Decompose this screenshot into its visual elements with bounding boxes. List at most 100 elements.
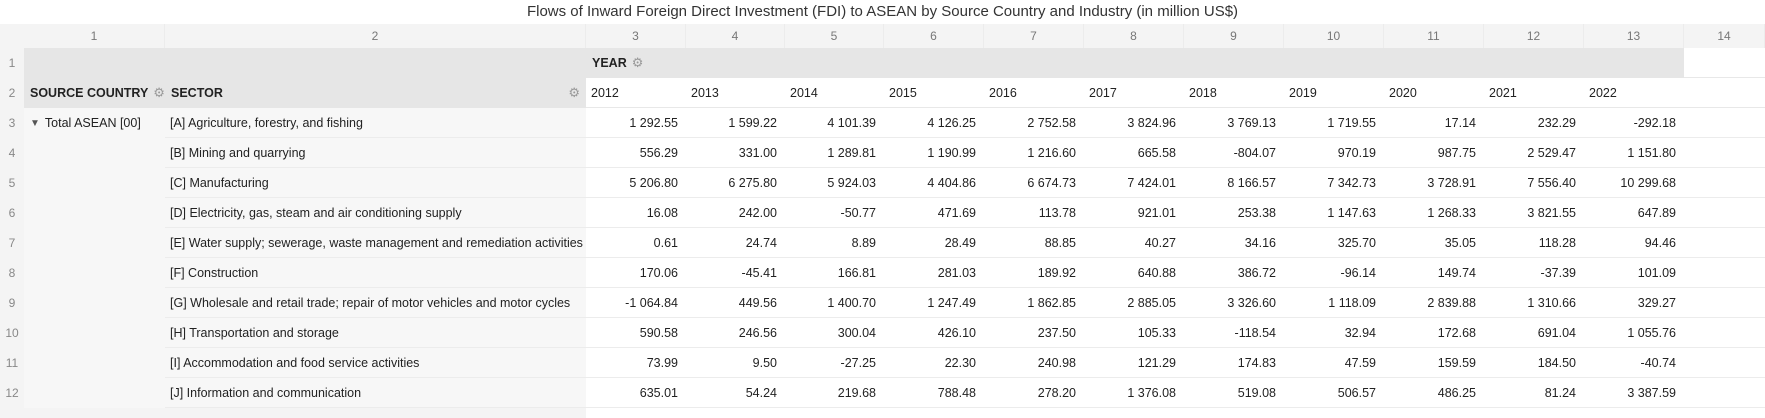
value-cell[interactable]: 449.56 [686,288,785,318]
value-cell[interactable]: 2 752.58 [984,108,1084,138]
value-cell[interactable]: 640.88 [1084,258,1184,288]
value-cell[interactable]: 240.98 [984,348,1084,378]
value-cell[interactable]: 118.28 [1484,228,1584,258]
value-cell[interactable]: 149.74 [1384,258,1484,288]
sector-cell[interactable]: [A] Agriculture, forestry, and fishing [165,108,586,138]
value-cell[interactable]: 331.00 [686,138,785,168]
value-cell[interactable]: 1 862.85 [984,288,1084,318]
row-number[interactable]: 9 [0,288,24,318]
value-cell[interactable]: 3 387.59 [1584,378,1684,408]
value-cell[interactable]: 0.61 [586,228,686,258]
value-cell[interactable]: 426.10 [884,318,984,348]
column-number-header[interactable]: 13 [1584,24,1684,48]
sector-cell[interactable]: [E] Water supply; sewerage, waste manage… [165,228,586,258]
column-number-header[interactable]: 10 [1284,24,1384,48]
value-cell[interactable]: -50.77 [785,198,884,228]
column-number-header[interactable]: 3 [586,24,686,48]
value-cell[interactable]: 1 151.80 [1584,138,1684,168]
source-country-cell[interactable]: ▼ Total ASEAN [00] [24,108,165,138]
value-cell[interactable]: 4 101.39 [785,108,884,138]
column-number-header[interactable]: 11 [1384,24,1484,48]
value-cell[interactable]: 16.08 [586,198,686,228]
value-cell[interactable]: 1 310.66 [1484,288,1584,318]
value-cell[interactable]: 9.50 [686,348,785,378]
value-cell[interactable]: 17.14 [1384,108,1484,138]
row-number[interactable]: 5 [0,168,24,198]
year-column-header[interactable]: 2013 [686,78,785,108]
value-cell[interactable]: 4 404.86 [884,168,984,198]
value-cell[interactable]: 7 424.01 [1084,168,1184,198]
value-cell[interactable]: 300.04 [785,318,884,348]
value-cell[interactable]: 219.68 [785,378,884,408]
value-cell[interactable]: 6 275.80 [686,168,785,198]
row-number[interactable]: 2 [0,78,24,108]
year-column-header[interactable]: 2015 [884,78,984,108]
value-cell[interactable]: 506.57 [1284,378,1384,408]
column-number-header[interactable]: 2 [165,24,586,48]
value-cell[interactable]: 73.99 [586,348,686,378]
value-cell[interactable]: 1 055.76 [1584,318,1684,348]
value-cell[interactable]: 6 674.73 [984,168,1084,198]
collapse-triangle-icon[interactable]: ▼ [30,117,40,129]
sector-cell[interactable]: [B] Mining and quarrying [165,138,586,168]
value-cell[interactable]: 8 166.57 [1184,168,1284,198]
value-cell[interactable]: 40.27 [1084,228,1184,258]
value-cell[interactable]: 24.74 [686,228,785,258]
value-cell[interactable]: 5 206.80 [586,168,686,198]
column-number-header[interactable]: 12 [1484,24,1584,48]
value-cell[interactable]: -96.14 [1284,258,1384,288]
value-cell[interactable]: 281.03 [884,258,984,288]
value-cell[interactable]: -45.41 [686,258,785,288]
value-cell[interactable]: 232.29 [1484,108,1584,138]
value-cell[interactable]: 329.27 [1584,288,1684,318]
value-cell[interactable]: 170.06 [586,258,686,288]
value-cell[interactable]: 590.58 [586,318,686,348]
year-column-header[interactable]: 2019 [1284,78,1384,108]
year-column-header[interactable]: 2012 [586,78,686,108]
value-cell[interactable]: 105.33 [1084,318,1184,348]
value-cell[interactable]: 1 147.63 [1284,198,1384,228]
value-cell[interactable]: 101.09 [1584,258,1684,288]
value-cell[interactable]: 3 824.96 [1084,108,1184,138]
value-cell[interactable]: 1 599.22 [686,108,785,138]
value-cell[interactable]: 2 885.05 [1084,288,1184,318]
row-number[interactable]: 1 [0,48,24,78]
value-cell[interactable]: 121.29 [1084,348,1184,378]
value-cell[interactable]: 246.56 [686,318,785,348]
value-cell[interactable]: 22.30 [884,348,984,378]
value-cell[interactable]: 1 292.55 [586,108,686,138]
value-cell[interactable]: 184.50 [1484,348,1584,378]
gear-icon[interactable]: ⚙ [153,85,165,100]
value-cell[interactable]: 8.89 [785,228,884,258]
value-cell[interactable]: 174.83 [1184,348,1284,378]
value-cell[interactable]: 1 216.60 [984,138,1084,168]
value-cell[interactable]: 3 728.91 [1384,168,1484,198]
value-cell[interactable]: 647.89 [1584,198,1684,228]
value-cell[interactable]: -292.18 [1584,108,1684,138]
value-cell[interactable]: 189.92 [984,258,1084,288]
value-cell[interactable]: 242.00 [686,198,785,228]
year-column-header[interactable]: 2020 [1384,78,1484,108]
value-cell[interactable]: 1 118.09 [1284,288,1384,318]
value-cell[interactable]: 1 289.81 [785,138,884,168]
value-cell[interactable]: 1 190.99 [884,138,984,168]
value-cell[interactable]: -40.74 [1584,348,1684,378]
column-number-header[interactable]: 14 [1684,24,1765,48]
value-cell[interactable]: -118.54 [1184,318,1284,348]
column-number-header[interactable]: 6 [884,24,984,48]
value-cell[interactable]: 635.01 [586,378,686,408]
value-cell[interactable]: 1 268.33 [1384,198,1484,228]
value-cell[interactable]: 1 719.55 [1284,108,1384,138]
value-cell[interactable]: 1 400.70 [785,288,884,318]
row-number[interactable]: 4 [0,138,24,168]
value-cell[interactable]: 34.16 [1184,228,1284,258]
value-cell[interactable]: 166.81 [785,258,884,288]
value-cell[interactable]: 2 529.47 [1484,138,1584,168]
value-cell[interactable]: -37.39 [1484,258,1584,288]
value-cell[interactable]: 237.50 [984,318,1084,348]
value-cell[interactable]: 253.38 [1184,198,1284,228]
year-column-header[interactable]: 2018 [1184,78,1284,108]
value-cell[interactable]: 5 924.03 [785,168,884,198]
value-cell[interactable]: 386.72 [1184,258,1284,288]
value-cell[interactable]: 35.05 [1384,228,1484,258]
